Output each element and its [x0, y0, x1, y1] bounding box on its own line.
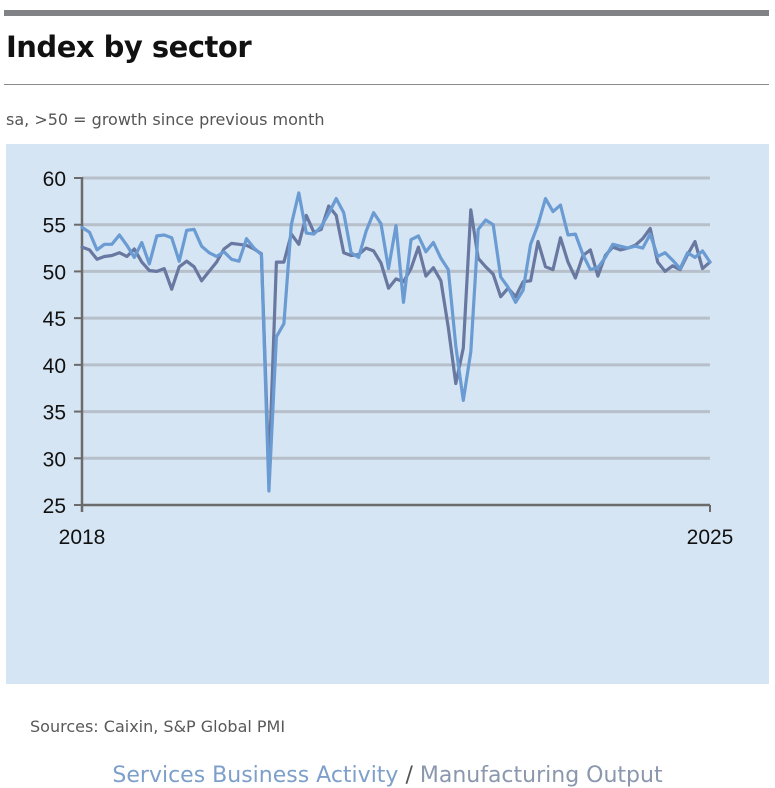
y-tick-label: 60 [43, 168, 66, 191]
series-lines [80, 191, 712, 493]
chart-panel: 60 55 50 45 40 35 30 25 2018 2025 Sources: Caixi… [6, 144, 769, 788]
x-tick-label: 2018 [59, 526, 106, 549]
y-tick-label: 30 [43, 448, 66, 471]
sources-note: Sources: Caixin, S&P Global PMI [30, 717, 286, 736]
line-chart: 60 55 50 45 40 35 30 25 2018 2025 [43, 168, 734, 549]
chart-title: Index by sector [6, 30, 252, 64]
y-tick-label: 55 [43, 215, 66, 238]
y-tick-label: 35 [43, 402, 66, 425]
legend-separator: / [398, 763, 420, 788]
gridlines [82, 176, 710, 460]
y-tick-label: 45 [43, 308, 66, 331]
top-accent-bar [4, 10, 769, 16]
series-line-services [80, 191, 712, 493]
chart-subtitle: sa, >50 = growth since previous month [6, 110, 325, 129]
y-tick-labels: 60 55 50 45 40 35 30 25 [43, 168, 66, 518]
y-tick-label: 50 [43, 261, 66, 284]
x-tick-label: 2025 [687, 526, 734, 549]
legend-item-manufacturing: Manufacturing Output [419, 763, 663, 788]
y-tick-label: 40 [43, 355, 66, 378]
axes [74, 177, 711, 512]
y-tick-label: 25 [43, 495, 66, 518]
legend-item-services: Services Business Activity [112, 763, 399, 788]
x-tick-labels: 2018 2025 [59, 526, 734, 549]
title-divider [4, 84, 769, 85]
legend: Services Business Activity / Manufacturi… [6, 763, 769, 788]
